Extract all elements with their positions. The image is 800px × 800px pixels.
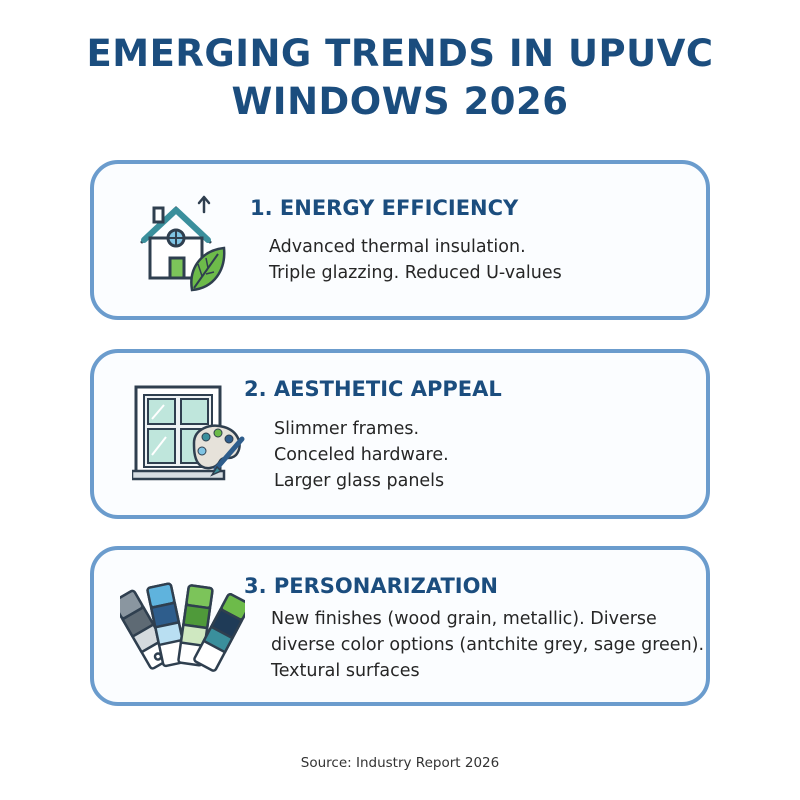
- trend-card-aesthetic-appeal: 2. AESTHETIC APPEAL Slimmer frames. Conc…: [90, 349, 710, 519]
- trend-description-line: Conceled hardware.: [274, 445, 449, 465]
- trend-description: Advanced thermal insulation. Triple glaz…: [269, 234, 562, 286]
- trend-description: Slimmer frames. Conceled hardware. Large…: [274, 416, 449, 494]
- trend-description-line: diverse color options (antchite grey, sa…: [271, 635, 705, 655]
- trend-description-line: Triple glazzing. Reduced U-values: [269, 263, 562, 283]
- color-swatches-icon: [120, 582, 245, 672]
- trend-description-line: Larger glass panels: [274, 471, 445, 491]
- trend-description-line: Textural surfaces: [271, 661, 420, 681]
- trend-card-personarization: 3. PERSONARIZATION New finishes (wood gr…: [90, 546, 710, 706]
- trend-heading: 2. AESTHETIC APPEAL: [244, 377, 502, 401]
- trend-description: New finishes (wood grain, metallic). Div…: [271, 606, 704, 684]
- trend-description-line: New finishes (wood grain, metallic). Div…: [271, 609, 657, 629]
- page-title-line-2: WINDOWS 2026: [231, 80, 569, 123]
- trend-description-line: Advanced thermal insulation.: [269, 237, 526, 257]
- source-note: Source: Industry Report 2026: [300, 755, 500, 771]
- house-leaf-icon: [140, 195, 226, 292]
- trend-description-line: Slimmer frames.: [274, 419, 420, 439]
- trend-heading: 1. ENERGY EFFICIENCY: [250, 196, 519, 220]
- page-title: EMERGING TRENDS IN UPUVC WINDOWS 2026: [40, 30, 760, 126]
- page-title-line-1: EMERGING TRENDS IN UPUVC: [86, 32, 714, 75]
- window-palette-icon: [132, 385, 245, 481]
- trend-card-energy-efficiency: 1. ENERGY EFFICIENCY Advanced thermal in…: [90, 160, 710, 320]
- trend-heading: 3. PERSONARIZATION: [244, 574, 499, 598]
